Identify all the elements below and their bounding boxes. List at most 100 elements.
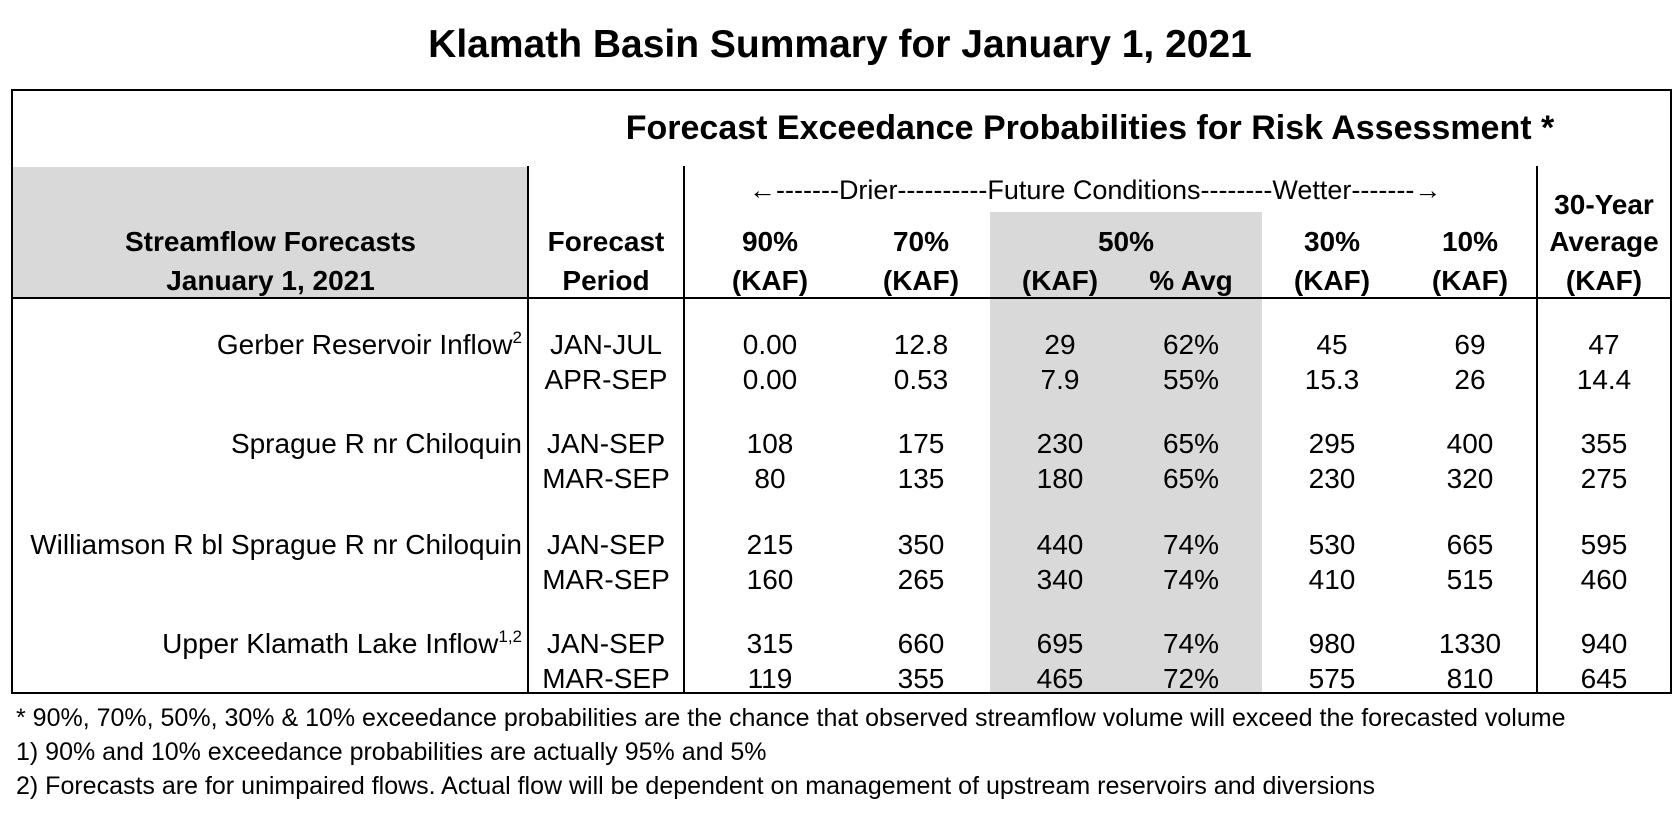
p50-cell: 340: [1036, 564, 1084, 595]
p30-cell: 15.3: [1304, 364, 1360, 395]
divider-name-period: [527, 166, 529, 692]
table-row: JAN-SEP 215 350 440 74% 530 665 595: [0, 528, 1680, 562]
table-row: MAR-SEP 119 355 465 72% 575 810 645: [0, 662, 1680, 696]
p50-header: 50%: [1097, 226, 1155, 257]
average-header-line1: 30-Year: [1554, 189, 1654, 220]
station-name: Upper Klamath Lake Inflow1,2: [162, 627, 522, 659]
p30-cell: 230: [1308, 463, 1356, 494]
station-name: Williamson R bl Sprague R nr Chiloquin: [30, 529, 522, 560]
p10-cell: 26: [1454, 364, 1486, 395]
p10-cell: 1330: [1438, 628, 1502, 659]
average-cell: 595: [1580, 529, 1628, 560]
p90-cell: 0.00: [742, 364, 798, 395]
pct-avg-cell: 74%: [1162, 628, 1220, 659]
p90-cell: 315: [746, 628, 794, 659]
divider-period-values: [683, 166, 685, 692]
p90-cell: 160: [746, 564, 794, 595]
p10-cell: 515: [1446, 564, 1494, 595]
p70-unit: (KAF): [882, 265, 960, 296]
pct-avg-cell: 65%: [1162, 463, 1220, 494]
p30-cell: 575: [1308, 663, 1356, 694]
period-cell: MAR-SEP: [542, 564, 670, 595]
streamflow-header-line2: January 1, 2021: [166, 265, 375, 296]
p10-cell: 69: [1454, 329, 1486, 360]
p30-unit: (KAF): [1293, 265, 1371, 296]
average-header-line2: Average: [1549, 226, 1659, 257]
p70-header: 70%: [892, 226, 950, 257]
station-name: Sprague R nr Chiloquin: [230, 428, 522, 459]
footnote: 1) 90% and 10% exceedance probabilities …: [16, 738, 767, 766]
p30-header: 30%: [1303, 226, 1361, 257]
pct-avg-cell: 74%: [1162, 564, 1220, 595]
p50-cell: 695: [1036, 628, 1084, 659]
p50-cell: 440: [1036, 529, 1084, 560]
average-cell: 940: [1580, 628, 1628, 659]
average-cell: 460: [1580, 564, 1628, 595]
p10-cell: 665: [1446, 529, 1494, 560]
p90-header: 90%: [741, 226, 799, 257]
average-header-line3: (KAF): [1565, 265, 1643, 296]
forecast-table: [11, 89, 1672, 694]
p30-cell: 295: [1308, 428, 1356, 459]
pct-avg-header: % Avg: [1149, 265, 1233, 296]
p90-unit: (KAF): [731, 265, 809, 296]
p30-cell: 45: [1316, 329, 1348, 360]
header-divider: [13, 297, 1670, 299]
p30-cell: 980: [1308, 628, 1356, 659]
p30-cell: 530: [1308, 529, 1356, 560]
period-cell: JAN-SEP: [546, 529, 666, 560]
p50-cell: 7.9: [1040, 364, 1080, 395]
p70-cell: 12.8: [893, 329, 949, 360]
median-column-shade: [990, 212, 1262, 692]
period-cell: MAR-SEP: [542, 463, 670, 494]
page-title: Klamath Basin Summary for January 1, 202…: [428, 23, 1252, 66]
p30-cell: 410: [1308, 564, 1356, 595]
pct-avg-cell: 62%: [1162, 329, 1220, 360]
period-header-line2: Period: [562, 265, 650, 296]
p70-cell: 135: [897, 463, 945, 494]
average-cell: 47: [1588, 329, 1620, 360]
average-cell: 14.4: [1576, 364, 1632, 395]
table-row: MAR-SEP 160 265 340 74% 410 515 460: [0, 563, 1680, 597]
p70-cell: 350: [897, 529, 945, 560]
future-conditions-arrow: ←-------Drier----------Future Conditions…: [749, 175, 1442, 205]
section-title: Forecast Exceedance Probabilities for Ri…: [625, 109, 1555, 147]
pct-avg-cell: 55%: [1162, 364, 1220, 395]
p50-unit: (KAF): [1021, 265, 1099, 296]
period-cell: MAR-SEP: [542, 663, 670, 694]
p70-cell: 265: [897, 564, 945, 595]
p70-cell: 0.53: [893, 364, 949, 395]
period-cell: JAN-SEP: [546, 428, 666, 459]
p50-cell: 29: [1044, 329, 1076, 360]
p10-cell: 400: [1446, 428, 1494, 459]
p50-cell: 180: [1036, 463, 1084, 494]
divider-values-average: [1536, 166, 1538, 692]
streamflow-header-line1: Streamflow Forecasts: [125, 226, 416, 257]
period-cell: JAN-SEP: [546, 628, 666, 659]
table-row: JAN-SEP 108 175 230 65% 295 400 355: [0, 427, 1680, 461]
streamflow-header-shade: [13, 167, 528, 297]
period-cell: JAN-JUL: [549, 329, 662, 360]
table-row: JAN-JUL 0.00 12.8 29 62% 45 69 47: [0, 328, 1680, 362]
period-header-line1: Forecast: [547, 226, 665, 257]
p10-header: 10%: [1441, 226, 1499, 257]
station-name: Gerber Reservoir Inflow2: [216, 328, 522, 360]
p90-cell: 80: [754, 463, 786, 494]
table-row: JAN-SEP 315 660 695 74% 980 1330 940: [0, 627, 1680, 661]
pct-avg-cell: 65%: [1162, 428, 1220, 459]
table-row: MAR-SEP 80 135 180 65% 230 320 275: [0, 462, 1680, 496]
p10-unit: (KAF): [1431, 265, 1509, 296]
p90-cell: 119: [747, 663, 793, 694]
p70-cell: 175: [897, 428, 945, 459]
table-row: APR-SEP 0.00 0.53 7.9 55% 15.3 26 14.4: [0, 363, 1680, 397]
p50-cell: 465: [1036, 663, 1084, 694]
p50-cell: 230: [1036, 428, 1084, 459]
footnote: 2) Forecasts are for unimpaired flows. A…: [16, 772, 1376, 800]
p70-cell: 355: [897, 663, 945, 694]
footnote: * 90%, 70%, 50%, 30% & 10% exceedance pr…: [16, 704, 1566, 732]
p70-cell: 660: [897, 628, 945, 659]
average-cell: 275: [1580, 463, 1628, 494]
p90-cell: 0.00: [742, 329, 798, 360]
p10-cell: 320: [1446, 463, 1494, 494]
p10-cell: 810: [1446, 663, 1494, 694]
